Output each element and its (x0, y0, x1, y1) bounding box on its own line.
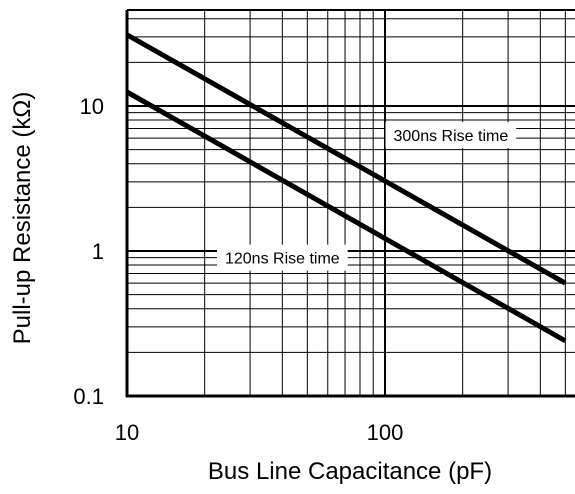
grid-minor (127, 10, 575, 396)
frame-layer (125, 9, 575, 398)
annotation-layer: 300ns Rise time 120ns Rise time (216, 122, 517, 271)
annotation-label-120ns: 120ns Rise time (225, 251, 340, 268)
series-layer (125, 32, 567, 344)
series-line-300ns (125, 32, 567, 286)
x-tick-label: 10 (115, 420, 139, 445)
y-tick-label: 0.1 (73, 384, 104, 409)
annotation-box (216, 244, 348, 271)
y-tick-label: 10 (80, 94, 104, 119)
y-tick-label: 1 (92, 239, 104, 264)
tick-layer: 10 100 10 1 0.1 (73, 94, 403, 445)
x-axis-title: Bus Line Capacitance (pF) (208, 458, 492, 485)
series-line-120ns (125, 89, 567, 344)
y-axis-title: Pull-up Resistance (kΩ) (9, 92, 36, 345)
annotation-label-300ns: 300ns Rise time (394, 128, 509, 145)
annotation-box (385, 122, 517, 149)
x-tick-label: 100 (367, 420, 404, 445)
